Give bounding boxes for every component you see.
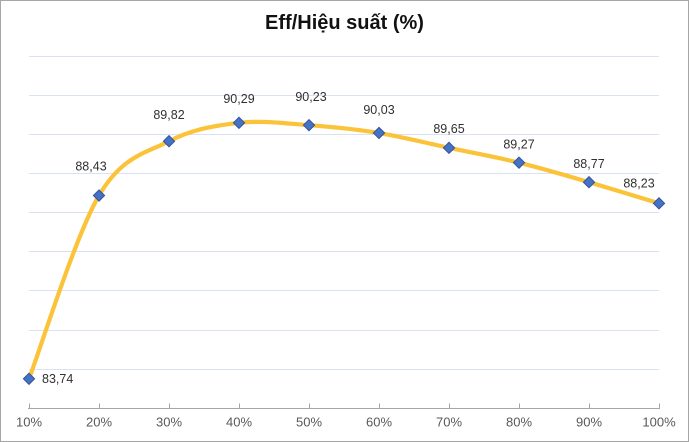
- data-point-label: 90,23: [295, 90, 326, 104]
- data-point-label: 90,03: [363, 103, 394, 117]
- data-point-marker: [22, 372, 36, 386]
- x-axis-label: 100%: [642, 415, 676, 430]
- data-point-label: 90,29: [223, 92, 254, 106]
- series-line: [26, 119, 662, 381]
- x-axis-label: 10%: [16, 415, 42, 430]
- x-axis-label: 30%: [156, 415, 182, 430]
- x-axis-label: 70%: [436, 415, 462, 430]
- data-point-marker: [512, 156, 526, 169]
- chart-title: Eff/Hiệu suất (%): [265, 12, 424, 34]
- data-point-marker: [582, 175, 596, 189]
- data-point-label: 89,82: [153, 108, 184, 122]
- gridlines: [29, 56, 659, 370]
- data-labels: 83,74 88,43 89,82 90,29 90,23 90,03 89,65 89,27…: [42, 90, 655, 386]
- data-point-marker: [372, 126, 386, 140]
- data-point-marker: [302, 118, 316, 132]
- x-axis-label: 40%: [226, 415, 252, 430]
- data-point-label: 88,23: [623, 176, 654, 190]
- data-point-label: 88,43: [75, 160, 106, 174]
- x-axis-label: 50%: [296, 415, 322, 430]
- data-point-label: 89,27: [503, 138, 534, 152]
- data-point-marker: [442, 141, 456, 155]
- data-point-label: 83,74: [42, 372, 73, 386]
- x-axis-label: 80%: [506, 415, 532, 430]
- data-point-marker: [162, 134, 176, 148]
- x-axis: 10% 20% 30% 40% 50% 60% 70% 80% 90% 100%: [16, 403, 676, 430]
- series-markers: [22, 116, 666, 386]
- data-point-label: 89,65: [433, 122, 464, 136]
- data-point-marker: [652, 197, 666, 210]
- data-point-marker: [232, 116, 246, 130]
- data-point-marker: [92, 189, 106, 202]
- x-axis-label: 60%: [366, 415, 392, 430]
- x-axis-label: 20%: [86, 415, 112, 430]
- x-axis-label: 90%: [576, 415, 602, 430]
- data-point-label: 88,77: [573, 157, 604, 171]
